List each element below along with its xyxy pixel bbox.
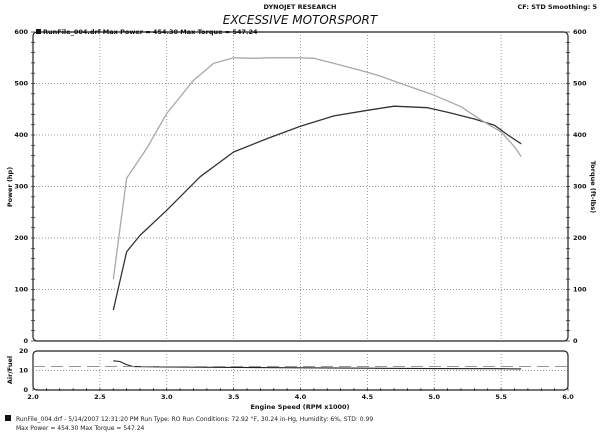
legend-text: RunFile_004.drf Max Power = 454.30 Max T… xyxy=(43,28,258,36)
afr-tick-label: 10 xyxy=(19,367,29,375)
y-axis-label: Power (hp) xyxy=(6,167,14,207)
y-tick-label: 100 xyxy=(14,286,28,294)
y-tick-label: 0 xyxy=(23,337,28,345)
x-tick-label: 2.0 xyxy=(27,393,39,401)
x-tick-label: 3.5 xyxy=(228,393,240,401)
x-tick-label: 2.5 xyxy=(94,393,106,401)
afr-plot: 2.0 2.5 3.0 3.5 4.0 4.5 5.0 5.5 6.0 0 10 20 xyxy=(19,347,574,401)
y2-tick-label: 200 xyxy=(573,234,587,242)
y2-tick-label: 600 xyxy=(573,28,587,36)
chart-title: EXCESSIVE MOTORSPORT xyxy=(223,13,379,27)
y-tick-label: 400 xyxy=(14,131,28,139)
x-tick-label: 4.0 xyxy=(295,393,307,401)
x-tick-label: 4.5 xyxy=(362,393,374,401)
y2-tick-label: 400 xyxy=(573,131,587,139)
x-tick-label: 5.0 xyxy=(428,393,440,401)
y2-tick-label: 300 xyxy=(573,183,587,191)
y-tick-label: 200 xyxy=(14,234,28,242)
y2-tick-label: 0 xyxy=(573,337,578,345)
afr-axis-label: Air/Fuel xyxy=(6,356,14,384)
torque-curve xyxy=(112,57,522,280)
y-tick-label: 300 xyxy=(14,183,28,191)
y2-tick-label: 100 xyxy=(573,286,587,294)
x-tick-label: 6.0 xyxy=(562,393,574,401)
company-name: DYNOJET RESEARCH xyxy=(264,3,337,11)
x-axis-label: Engine Speed (RPM x1000) xyxy=(250,403,349,411)
afr-curve xyxy=(113,360,522,370)
footer-line-2: Max Power = 454.30 Max Torque = 547.24 xyxy=(16,425,145,432)
afr-tick-label: 0 xyxy=(23,386,28,394)
y2-tick-label: 500 xyxy=(573,80,587,88)
power-curve xyxy=(112,105,522,311)
y-tick-label: 500 xyxy=(14,80,28,88)
x-tick-label: 5.5 xyxy=(495,393,507,401)
afr-tick-label: 20 xyxy=(19,347,29,355)
main-plot: 0 0 100 100 200 200 300 300 400 400 500 500 600 600 xyxy=(14,28,587,345)
legend-swatch xyxy=(36,29,41,34)
settings-label: CF: STD Smoothing: 5 xyxy=(517,3,597,11)
y2-axis-label: Torque (ft-lbs) xyxy=(589,161,597,214)
x-tick-label: 3.0 xyxy=(161,393,173,401)
footer-line-1: RunFile_004.drf - 5/14/2007 12:31:20 PM … xyxy=(16,416,373,423)
footer-swatch xyxy=(5,415,11,421)
y-tick-label: 600 xyxy=(14,28,28,36)
